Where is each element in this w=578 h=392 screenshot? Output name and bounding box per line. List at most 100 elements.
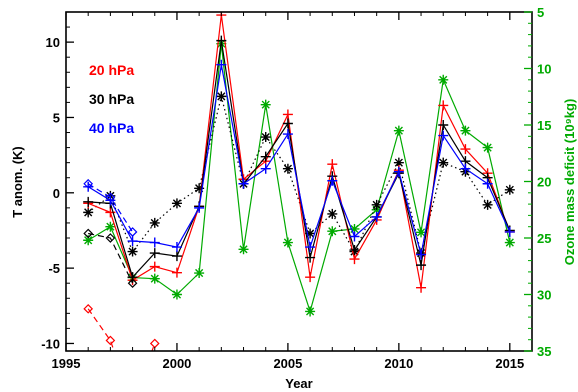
legend-item-30hpa: 30 hPa [89, 91, 134, 107]
dashed-point-20hpa [83, 303, 94, 314]
point-30hpa [282, 118, 293, 129]
dotted-star-point [171, 198, 182, 209]
point-20hpa [282, 109, 293, 120]
point-20hpa [416, 282, 427, 293]
point-30hpa [127, 272, 138, 283]
ozone-point [171, 289, 182, 300]
y-right-tick-label: 20 [537, 175, 551, 190]
x-tick-label: 1995 [52, 356, 81, 371]
point-30hpa [438, 120, 449, 130]
ozone-point [83, 235, 94, 246]
point-40hpa [216, 59, 227, 70]
legend-item-40hpa: 40 hPa [89, 120, 134, 136]
dotted-star-point [282, 163, 293, 174]
dotted-star-point [83, 207, 94, 218]
dashed-point-40hpa [127, 227, 138, 237]
dotted-star-point [438, 157, 449, 168]
point-40hpa [127, 236, 138, 247]
ozone-point [305, 306, 316, 317]
point-20hpa [349, 254, 360, 265]
ozone-point [149, 273, 160, 284]
point-40hpa [438, 130, 449, 141]
point-30hpa [216, 35, 227, 46]
dotted-star-point [194, 183, 205, 194]
dotted-star-point [216, 91, 227, 102]
point-30hpa [171, 251, 182, 262]
dotted-star-point [371, 199, 382, 210]
series-layer [83, 12, 515, 351]
y-right-tick-label: 15 [537, 118, 551, 133]
ozone-point [282, 237, 293, 248]
y-axis-left-label: T anom. (K) [10, 146, 25, 218]
dashed-line-30hpa [88, 232, 134, 284]
legend-item-20hpa: 20 hPa [89, 62, 134, 78]
dashed-point-30hpa [105, 233, 116, 243]
point-40hpa [349, 231, 360, 242]
ozone-point [504, 237, 515, 248]
point-30hpa [416, 260, 427, 271]
line-40hpa [87, 64, 511, 255]
axes: Year T anom. (K) Ozone mass deficit (10⁹… [10, 5, 577, 391]
point-30hpa [149, 248, 160, 259]
dashed-point-20hpa [105, 335, 116, 346]
point-30hpa [260, 151, 271, 162]
dashed-point-20hpa [149, 338, 160, 349]
y-axis-right-label: Ozone mass deficit (10⁹kg) [562, 99, 577, 266]
point-40hpa [260, 163, 271, 174]
y-right-tick-label: 35 [537, 344, 551, 359]
dotted-star-point [305, 228, 316, 239]
point-40hpa [238, 178, 249, 189]
ozone-point [416, 227, 427, 238]
point-30hpa [305, 252, 316, 263]
point-40hpa [371, 211, 382, 222]
dashed-line-40hpa [87, 183, 134, 233]
dotted-star-point [127, 246, 138, 257]
y-left-tick-label: 10 [46, 35, 60, 50]
point-40hpa [171, 242, 182, 253]
point-40hpa [149, 237, 160, 248]
x-tick-label: 2000 [162, 356, 191, 371]
point-40hpa [504, 226, 515, 237]
y-left-tick-label: -5 [48, 261, 60, 276]
point-40hpa [393, 166, 404, 177]
point-40hpa [282, 129, 293, 140]
ozone-point [460, 125, 471, 136]
point-20hpa [305, 272, 316, 283]
x-tick-label: 2010 [384, 356, 413, 371]
point-40hpa [83, 181, 94, 192]
point-40hpa [105, 195, 116, 206]
dashed-point-30hpa [127, 278, 138, 289]
point-20hpa [327, 159, 338, 170]
x-axis-label: Year [285, 376, 312, 391]
point-20hpa [171, 267, 182, 278]
dashed-point-30hpa [83, 228, 94, 239]
y-left-tick-label: 0 [53, 186, 60, 201]
point-40hpa [482, 178, 493, 189]
line-20hpa [87, 14, 511, 288]
dotted-star-point [482, 199, 493, 210]
y-right-tick-label: 5 [537, 5, 544, 20]
ozone-point [482, 142, 493, 153]
point-20hpa [438, 100, 449, 111]
x-tick-label: 2015 [495, 356, 524, 371]
plot-frame [65, 11, 533, 352]
point-40hpa [460, 163, 471, 174]
dotted-star-point [149, 217, 160, 228]
dotted-star-point [327, 208, 338, 219]
ozone-point [105, 221, 116, 232]
dotted-star-point [260, 132, 271, 143]
ozone-point [393, 125, 404, 136]
ozone-point [327, 226, 338, 237]
y-right-tick-label: 30 [537, 288, 551, 303]
ozone-point [349, 223, 360, 234]
point-30hpa [83, 196, 94, 207]
ozone-point [438, 74, 449, 85]
ozone-point [260, 99, 271, 110]
point-40hpa [327, 175, 338, 186]
dotted-star-line [87, 96, 511, 254]
y-right-tick-label: 25 [537, 231, 551, 246]
y-left-tick-label: -10 [41, 336, 60, 351]
point-20hpa [460, 144, 471, 155]
dotted-star-point [393, 157, 404, 168]
